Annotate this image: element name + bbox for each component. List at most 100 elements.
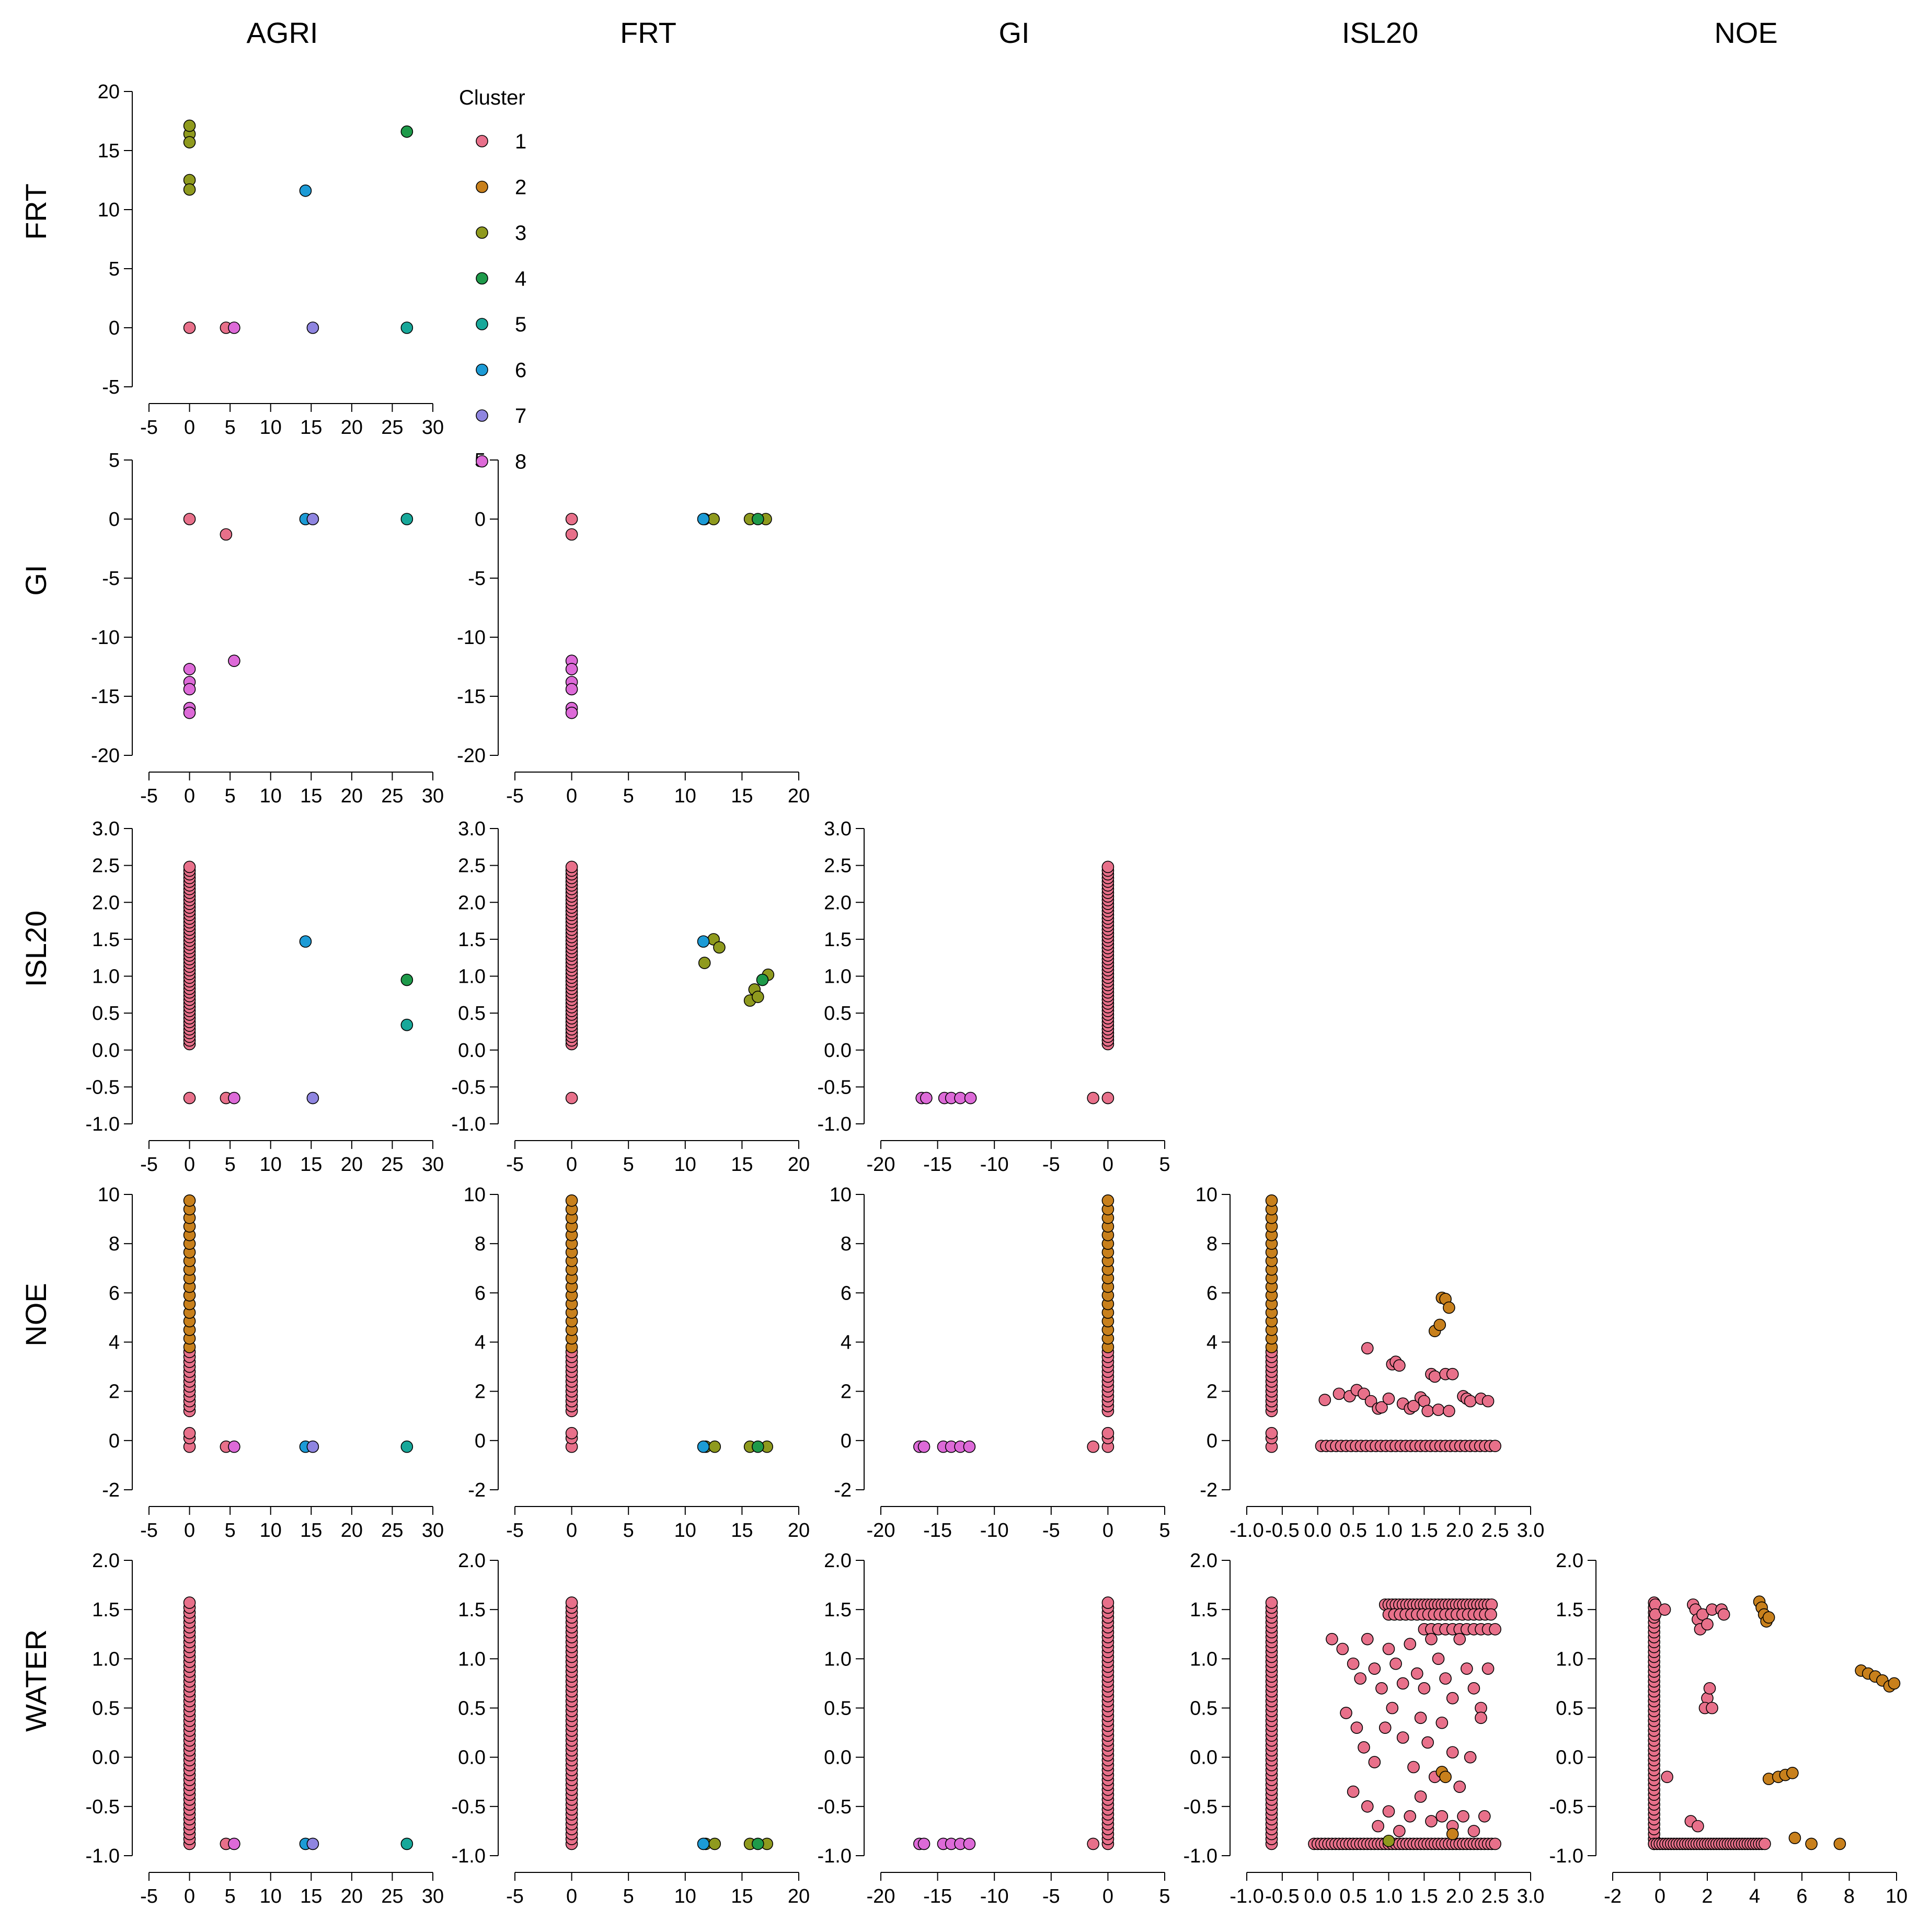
- y-tick-label: 2.0: [824, 1550, 852, 1572]
- x-tick-label: 30: [422, 1885, 444, 1907]
- x-tick-label: 20: [341, 1520, 363, 1542]
- y-tick-label: 2: [475, 1381, 486, 1403]
- point-cluster-1: [1759, 1837, 1771, 1850]
- point-cluster-1: [1485, 1608, 1497, 1621]
- x-tick-label: -10: [980, 1154, 1009, 1176]
- point-cluster-1: [1411, 1667, 1423, 1680]
- x-tick-label: 20: [788, 1885, 810, 1907]
- point-cluster-8: [228, 1837, 240, 1850]
- point-cluster-4: [756, 973, 769, 986]
- y-tick-label: -5: [102, 376, 120, 398]
- y-tick-label: 1.0: [458, 966, 486, 988]
- point-cluster-1: [1701, 1618, 1714, 1631]
- point-cluster-1: [1439, 1672, 1452, 1685]
- x-tick-label: 10: [260, 1520, 282, 1542]
- legend-label-4: 4: [515, 268, 526, 291]
- legend-label-8: 8: [515, 451, 526, 474]
- point-cluster-2: [1101, 1194, 1115, 1207]
- y-tick-label: 0.0: [458, 1040, 486, 1062]
- y-tick-label: 10: [98, 1184, 120, 1206]
- legend-label-1: 1: [515, 130, 526, 153]
- legend-marker-4: [476, 272, 488, 285]
- x-tick-label: -5: [140, 417, 158, 439]
- x-tick-label: 5: [623, 1154, 634, 1176]
- y-tick-label: 0: [109, 317, 120, 339]
- point-cluster-1: [220, 528, 233, 541]
- legend-title: Cluster: [459, 86, 525, 109]
- y-tick-label: 4: [841, 1332, 852, 1354]
- point-cluster-1: [1703, 1682, 1716, 1695]
- x-tick-label: -5: [140, 1885, 158, 1907]
- point-cluster-2: [1833, 1837, 1846, 1850]
- y-tick-label: 0.0: [1190, 1747, 1217, 1769]
- point-cluster-1: [1382, 1392, 1395, 1405]
- point-cluster-1: [1432, 1652, 1445, 1665]
- x-tick-label: -5: [1042, 1520, 1060, 1542]
- x-tick-label: -20: [867, 1520, 895, 1542]
- point-cluster-5: [400, 321, 413, 334]
- point-cluster-2: [1805, 1837, 1818, 1850]
- y-tick-label: 8: [109, 1233, 120, 1255]
- point-cluster-8: [963, 1837, 976, 1850]
- x-tick-label: 15: [300, 785, 322, 807]
- x-tick-label: 20: [788, 1154, 810, 1176]
- x-tick-label: -15: [923, 1520, 952, 1542]
- x-tick-label: -20: [867, 1885, 895, 1907]
- point-cluster-5: [400, 513, 413, 525]
- point-cluster-1: [1326, 1632, 1338, 1646]
- x-tick-label: 5: [225, 1520, 236, 1542]
- point-cluster-6: [697, 1440, 710, 1453]
- y-tick-label: -0.5: [452, 1796, 486, 1818]
- point-cluster-8: [228, 1440, 240, 1453]
- point-cluster-3: [698, 957, 711, 969]
- point-cluster-1: [1101, 1427, 1115, 1440]
- point-cluster-4: [752, 1440, 764, 1453]
- row-label-water: WATER: [19, 1629, 52, 1732]
- panel-frt-vs-noe: -5 0 5 10 15 20 -2 0 2 4 6 8 10: [464, 1184, 810, 1542]
- y-tick-label: 6: [841, 1282, 852, 1304]
- point-cluster-1: [1435, 1716, 1449, 1729]
- legend-label-6: 6: [515, 359, 526, 382]
- y-tick-label: 0: [475, 509, 486, 531]
- x-tick-label: -2: [1604, 1885, 1622, 1907]
- point-cluster-1: [1347, 1657, 1360, 1670]
- x-tick-label: 10: [260, 785, 282, 807]
- panel-frt-vs-isl20: -5 0 5 10 15 20 -1.0 -0.5 0.0 0.5 1.0 1.5 2.0 2.5 3.0: [452, 818, 810, 1176]
- x-tick-label: -5: [506, 1154, 524, 1176]
- column-header-noe: NOE: [1714, 16, 1777, 49]
- point-cluster-1: [1407, 1761, 1420, 1774]
- legend-marker-7: [476, 409, 488, 422]
- y-tick-label: 0.5: [92, 1698, 120, 1720]
- point-cluster-1: [1364, 1395, 1377, 1408]
- x-tick-label: -5: [140, 785, 158, 807]
- y-tick-label: 10: [1196, 1184, 1217, 1206]
- point-cluster-1: [1361, 1800, 1374, 1813]
- point-cluster-1: [1717, 1608, 1730, 1621]
- y-tick-label: 4: [1207, 1332, 1217, 1354]
- point-cluster-1: [1692, 1820, 1704, 1833]
- y-tick-label: 2.5: [824, 855, 852, 877]
- point-cluster-1: [1265, 1427, 1278, 1440]
- x-tick-label: 25: [381, 1154, 403, 1176]
- point-cluster-1: [565, 1427, 578, 1440]
- y-tick-label: 0.5: [824, 1698, 852, 1720]
- point-cluster-8: [963, 1440, 976, 1453]
- panel-agri-vs-noe: -5 0 5 10 15 20 25 30 -2 0 2 4 6 8 10: [98, 1184, 444, 1542]
- point-cluster-1: [1396, 1677, 1409, 1690]
- y-tick-label: 0.5: [1556, 1698, 1583, 1720]
- x-tick-label: 1.5: [1410, 1520, 1438, 1542]
- point-cluster-1: [1386, 1701, 1399, 1715]
- point-cluster-3: [183, 183, 196, 196]
- y-tick-label: 3.0: [824, 818, 852, 840]
- x-tick-label: 10: [674, 785, 696, 807]
- y-tick-label: -10: [457, 627, 486, 649]
- x-tick-label: 0: [184, 417, 195, 439]
- point-cluster-1: [1464, 1751, 1477, 1764]
- x-tick-label: 0.0: [1304, 1885, 1331, 1907]
- column-header-frt: FRT: [620, 16, 676, 49]
- point-cluster-7: [306, 1837, 319, 1850]
- point-cluster-1: [1361, 1632, 1374, 1646]
- row-label-gi: GI: [19, 565, 52, 595]
- column-header-isl20: ISL20: [1342, 16, 1418, 49]
